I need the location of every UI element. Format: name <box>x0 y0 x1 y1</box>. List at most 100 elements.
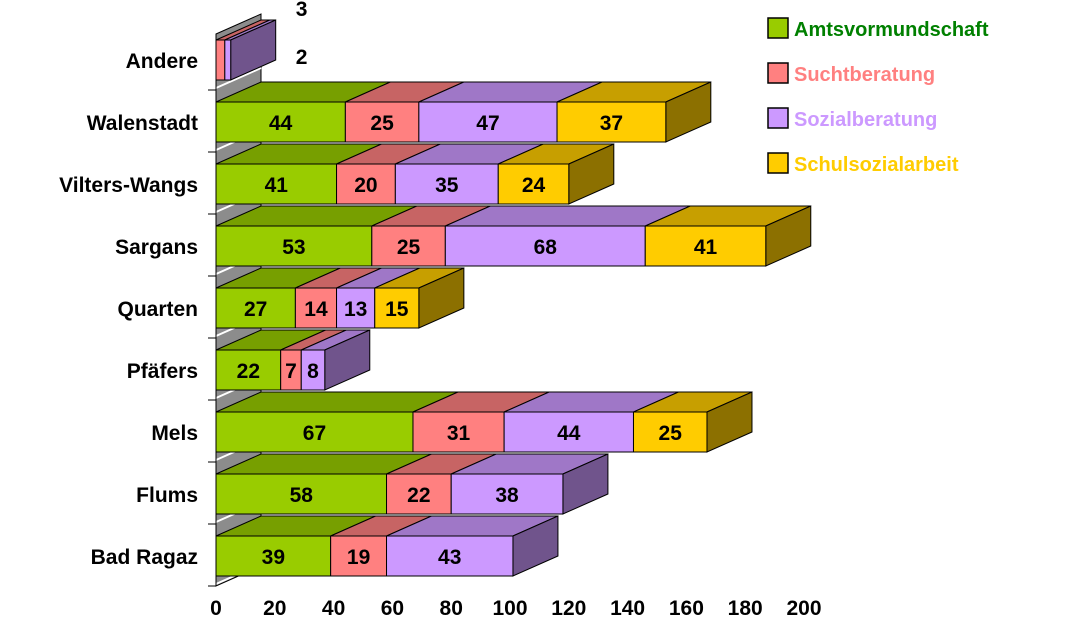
x-tick-label-140: 140 <box>610 597 645 620</box>
bar-row-pfafers: 22 7 8 <box>215 329 371 391</box>
legend-swatch-sozialberatung <box>767 107 789 129</box>
data-label-flums-suchtberatung: 22 <box>407 484 430 507</box>
data-label-vilters-wangs-amtsvormundschaft: 41 <box>265 174 289 197</box>
data-label-pfafers-sozialberatung: 8 <box>307 360 319 383</box>
legend-swatch-suchtberatung <box>767 62 789 84</box>
category-label-bad-ragaz: Bad Ragaz <box>91 546 198 569</box>
data-label-walenstadt-sozialberatung: 47 <box>476 112 499 135</box>
data-label-vilters-wangs-sozialberatung: 35 <box>435 174 459 197</box>
x-tick-label-200: 200 <box>786 597 821 620</box>
data-label-bad-ragaz-amtsvormundschaft: 39 <box>262 546 285 569</box>
x-tick-label-80: 80 <box>440 597 463 620</box>
data-label-quarten-amtsvormundschaft: 27 <box>244 298 267 321</box>
bar-andere-suchtberatung <box>215 39 226 81</box>
data-label-mels-sozialberatung: 44 <box>557 422 581 445</box>
category-label-pfafers: Pfäfers <box>127 360 198 383</box>
data-label-andere-sozialberatung: 2 <box>296 46 308 69</box>
category-label-flums: Flums <box>136 484 198 507</box>
bar-row-andere: 32 <box>215 0 308 81</box>
data-label-vilters-wangs-suchtberatung: 20 <box>354 174 377 197</box>
data-label-sargans-sozialberatung: 68 <box>534 236 558 259</box>
bar-pfafers-sozialberatung <box>300 349 326 391</box>
x-tick-label-180: 180 <box>728 597 763 620</box>
data-label-vilters-wangs-schulsozialarbeit: 24 <box>522 174 546 197</box>
data-label-mels-schulsozialarbeit: 25 <box>659 422 683 445</box>
data-label-bad-ragaz-suchtberatung: 19 <box>347 546 370 569</box>
bar-sargans-schulsozialarbeit <box>644 225 767 267</box>
data-label-mels-suchtberatung: 31 <box>447 422 471 445</box>
legend-label-sozialberatung: Sozialberatung <box>794 109 937 131</box>
bar-row-mels: 67 31 44 25 <box>215 391 753 453</box>
legend-item-amtsvormundschaft: Amtsvormundschaft <box>767 17 989 41</box>
legend: Amtsvormundschaft Suchtberatung Sozialbera… <box>767 17 989 176</box>
bar-mels-amtsvormundschaft <box>215 411 414 453</box>
category-label-andere: Andere <box>126 50 198 73</box>
bar-row-bad-ragaz: 39 19 43 <box>215 515 559 577</box>
bar-vilters-wangs-schulsozialarbeit <box>497 163 570 205</box>
bar-vilters-wangs-amtsvormundschaft <box>215 163 338 205</box>
category-label-walenstadt: Walenstadt <box>87 112 198 135</box>
category-label-sargans: Sargans <box>115 236 198 259</box>
x-tick-label-160: 160 <box>669 597 704 620</box>
data-label-sargans-schulsozialarbeit: 41 <box>694 236 718 259</box>
bar-quarten-amtsvormundschaft <box>215 287 296 329</box>
bar-pfafers-amtsvormundschaft <box>215 349 282 391</box>
data-label-flums-sozialberatung: 38 <box>495 484 519 507</box>
bar-bad-ragaz-sozialberatung <box>386 535 514 577</box>
data-label-walenstadt-amtsvormundschaft: 44 <box>269 112 293 135</box>
bar-andere-sozialberatung <box>224 39 232 81</box>
data-label-sargans-amtsvormundschaft: 53 <box>282 236 305 259</box>
bar-walenstadt-sozialberatung <box>418 101 558 143</box>
legend-label-suchtberatung: Suchtberatung <box>794 64 935 86</box>
data-label-bad-ragaz-sozialberatung: 43 <box>438 546 461 569</box>
bar-flums-suchtberatung <box>386 473 452 515</box>
category-label-mels: Mels <box>151 422 198 445</box>
bar-row-quarten: 27 14 13 15 <box>215 267 465 329</box>
bar-row-sargans: 53 25 68 41 <box>215 205 812 267</box>
data-label-pfafers-amtsvormundschaft: 22 <box>237 360 260 383</box>
bar-sargans-suchtberatung <box>371 225 446 267</box>
bar-mels-schulsozialarbeit <box>632 411 708 453</box>
data-label-andere-suchtberatung: 3 <box>296 0 308 21</box>
bar-walenstadt-suchtberatung <box>344 101 420 143</box>
data-label-flums-amtsvormundschaft: 58 <box>290 484 314 507</box>
bar-flums-amtsvormundschaft <box>215 473 388 515</box>
data-label-quarten-suchtberatung: 14 <box>304 298 328 321</box>
data-label-sargans-suchtberatung: 25 <box>397 236 421 259</box>
bar-sargans-amtsvormundschaft <box>215 225 373 267</box>
bar-vilters-wangs-suchtberatung <box>336 163 396 205</box>
legend-swatch-amtsvormundschaft <box>767 17 789 39</box>
x-tick-label-0: 0 <box>210 597 222 620</box>
bar-row-flums: 58 22 38 <box>215 453 609 515</box>
x-tick-label-20: 20 <box>263 597 286 620</box>
legend-item-suchtberatung: Suchtberatung <box>767 62 935 86</box>
bars-group: 39 19 43 58 22 38 67 31 44 25 22 7 8 27 14 13 15 53 25 68 41… <box>215 0 812 577</box>
wall-separator <box>215 67 262 89</box>
data-label-quarten-schulsozialarbeit: 15 <box>385 298 409 321</box>
bar-quarten-sozialberatung <box>336 287 376 329</box>
x-tick-label-60: 60 <box>381 597 404 620</box>
bar-mels-suchtberatung <box>412 411 505 453</box>
legend-label-schulsozialarbeit: Schulsozialarbeit <box>794 154 959 176</box>
legend-item-schulsozialarbeit: Schulsozialarbeit <box>767 152 959 176</box>
category-label-quarten: Quarten <box>117 298 198 321</box>
legend-item-sozialberatung: Sozialberatung <box>767 107 937 131</box>
data-label-walenstadt-schulsozialarbeit: 37 <box>600 112 623 135</box>
x-tick-label-40: 40 <box>322 597 345 620</box>
data-label-quarten-sozialberatung: 13 <box>344 298 367 321</box>
bar-row-vilters-wangs: 41 20 35 24 <box>215 143 615 205</box>
x-tick-label-120: 120 <box>551 597 586 620</box>
bar-mels-sozialberatung <box>503 411 634 453</box>
category-label-vilters-wangs: Vilters-Wangs <box>59 174 198 197</box>
data-label-pfafers-suchtberatung: 7 <box>285 360 297 383</box>
legend-swatch-schulsozialarbeit <box>767 152 789 174</box>
data-label-mels-amtsvormundschaft: 67 <box>303 422 326 445</box>
bar-quarten-suchtberatung <box>294 287 338 329</box>
bar-flums-sozialberatung <box>450 473 564 515</box>
data-label-walenstadt-suchtberatung: 25 <box>370 112 394 135</box>
legend-label-amtsvormundschaft: Amtsvormundschaft <box>794 19 989 41</box>
bar-row-walenstadt: 44 25 47 37 <box>215 81 712 143</box>
bar-quarten-schulsozialarbeit <box>374 287 420 329</box>
axis-group: Bad Ragaz Flums Mels Pfäfers Quarten Sargans V… <box>59 34 822 620</box>
